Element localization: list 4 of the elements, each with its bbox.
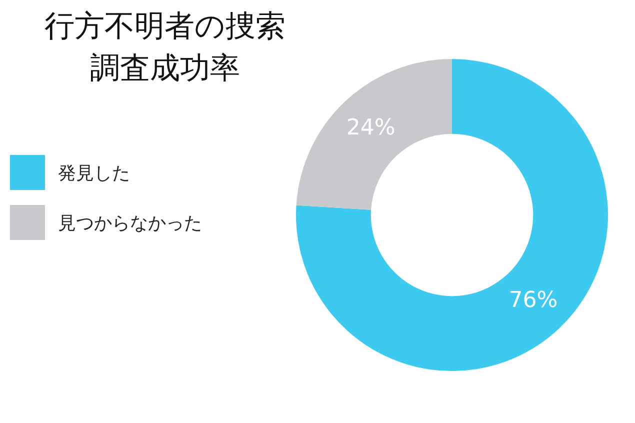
chart-title: 行方不明者の捜索調査成功率 [44, 8, 286, 88]
legend-label: 見つからなかった [58, 212, 202, 234]
legend-label: 発見した [58, 162, 130, 184]
data-label: 76% [508, 288, 558, 314]
